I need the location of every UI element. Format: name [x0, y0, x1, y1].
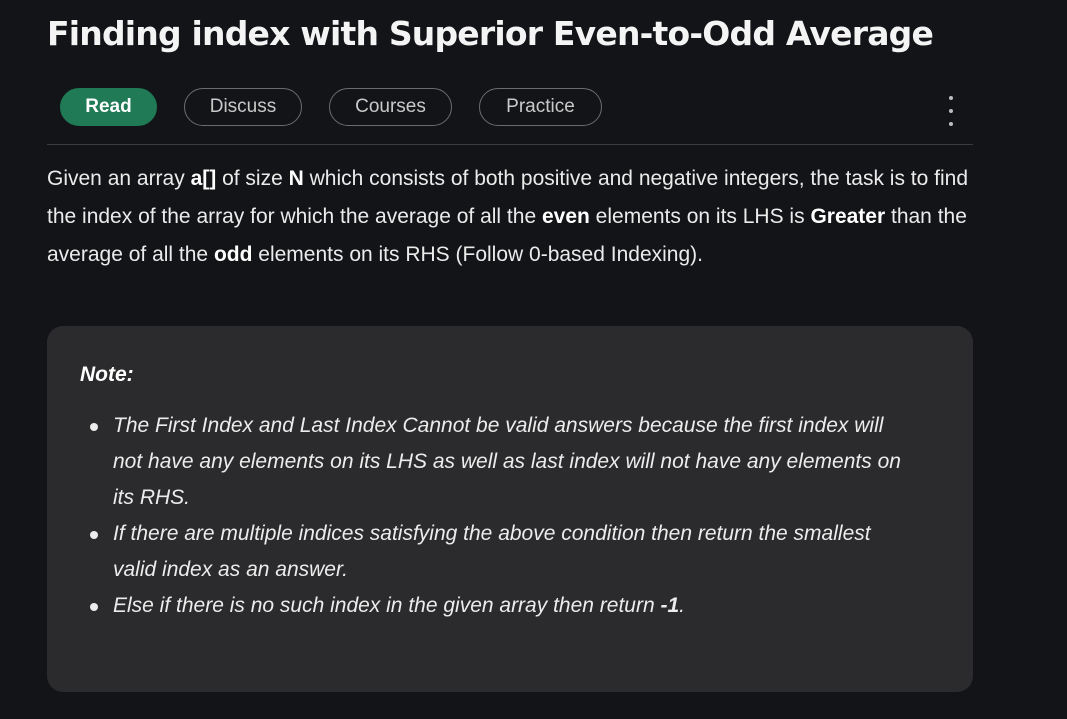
description-bold-even: even [541, 205, 590, 228]
tabs-divider [47, 144, 973, 145]
page-title: Finding index with Superior Even-to-Odd … [47, 14, 934, 53]
tab-practice[interactable]: Practice [479, 88, 602, 126]
description-text: elements on its LHS is [589, 205, 811, 228]
description-text: elements on its RHS (Follow 0-based Inde… [252, 243, 703, 266]
description-bold-size: N [288, 167, 304, 190]
note-title: Note: [80, 363, 134, 386]
tab-courses[interactable]: Courses [329, 88, 452, 126]
tab-read-label: Read [85, 96, 132, 117]
kebab-menu-icon[interactable] [940, 96, 962, 126]
note-item-bold: -1 [660, 594, 680, 617]
description-bold-greater: Greater [810, 205, 886, 228]
note-list: The First Index and Last Index Cannot be… [47, 408, 913, 624]
tab-discuss-label: Discuss [209, 96, 277, 117]
problem-description: Given an array a[] of size N which consi… [47, 160, 977, 274]
description-text: of size [216, 167, 289, 190]
description-bold-array: a[] [190, 167, 217, 190]
note-item-text: Else if there is no such index in the gi… [113, 594, 661, 617]
description-text: which consists of both positive and nega… [47, 167, 969, 228]
note-item: Else if there is no such index in the gi… [90, 588, 913, 624]
note-item: If there are multiple indices satisfying… [90, 516, 913, 588]
note-item: The First Index and Last Index Cannot be… [90, 408, 913, 516]
description-text: Given an array [47, 167, 191, 190]
kebab-dot [949, 109, 953, 113]
description-bold-odd: odd [213, 243, 253, 266]
tab-practice-label: Practice [506, 96, 575, 117]
tab-courses-label: Courses [355, 96, 426, 117]
description-text: than the average of all the [47, 205, 967, 266]
kebab-dot [949, 96, 953, 100]
note-item-text: The First Index and Last Index Cannot be… [113, 414, 901, 509]
tab-discuss[interactable]: Discuss [184, 88, 302, 126]
kebab-dot [949, 122, 953, 126]
note-box: Note: The First Index and Last Index Can… [47, 326, 973, 692]
tab-read[interactable]: Read [60, 88, 157, 126]
note-item-text: If there are multiple indices satisfying… [113, 522, 871, 581]
note-item-tail: . [679, 594, 685, 617]
